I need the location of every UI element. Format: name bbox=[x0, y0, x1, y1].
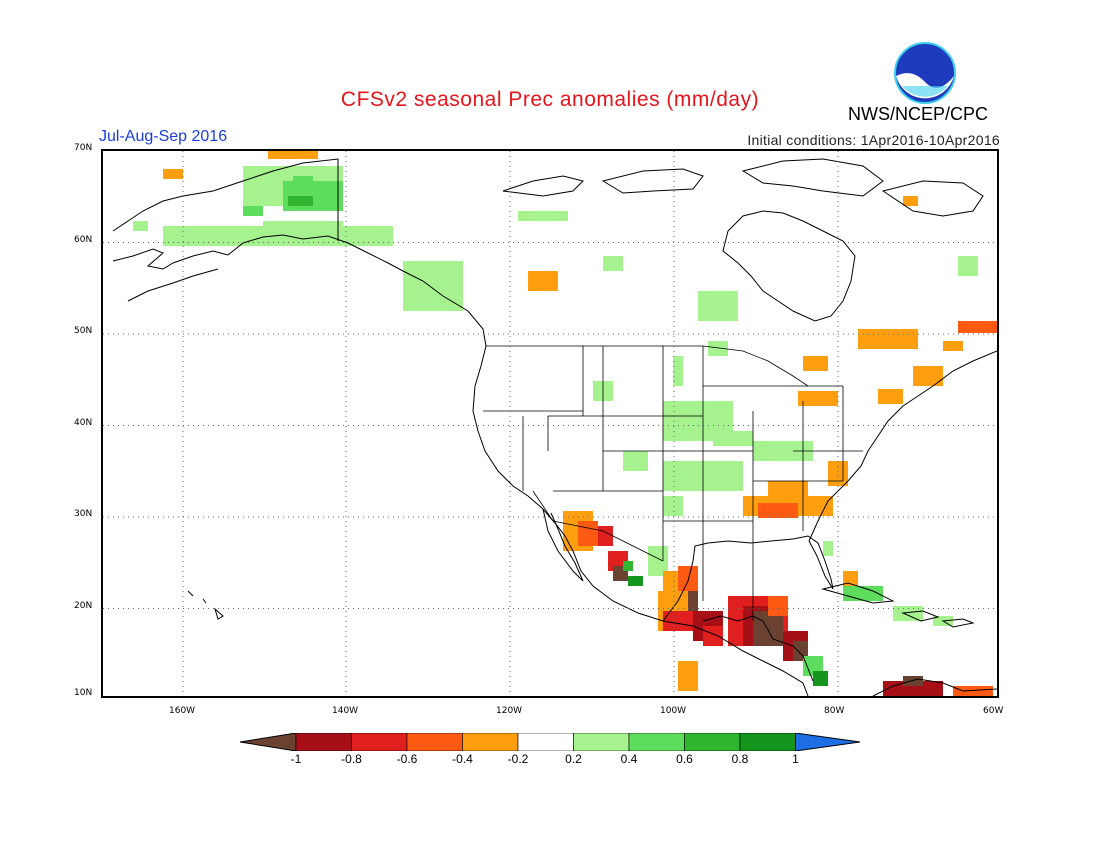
anomaly-cell bbox=[813, 671, 828, 686]
anomaly-cell bbox=[623, 561, 633, 571]
anomaly-cell bbox=[798, 391, 838, 406]
colorbar-segment bbox=[573, 733, 630, 751]
anomaly-cell bbox=[828, 461, 848, 486]
anomaly-cell bbox=[823, 541, 833, 556]
colorbar-high-arrow bbox=[795, 733, 861, 751]
colorbar-segment bbox=[351, 733, 408, 751]
anomaly-cell bbox=[768, 596, 788, 616]
anomaly-cell bbox=[708, 341, 728, 356]
anomaly-cell bbox=[623, 451, 648, 471]
anomaly-cell bbox=[758, 503, 798, 518]
colorbar-segment bbox=[406, 733, 463, 751]
noaa-logo bbox=[894, 42, 956, 104]
anomaly-cell bbox=[903, 676, 923, 686]
anomaly-cell bbox=[163, 169, 183, 179]
anomaly-cell bbox=[703, 626, 723, 646]
lat-label: 60N bbox=[74, 234, 93, 245]
colorbar-label: -1 bbox=[290, 752, 302, 766]
lat-label: 50N bbox=[74, 326, 93, 336]
colorbar-label: -0.2 bbox=[507, 752, 529, 766]
anomaly-cell bbox=[243, 206, 263, 216]
anomaly-cell bbox=[958, 256, 978, 276]
agency-label: NWS/NCEP/CPC bbox=[848, 104, 989, 124]
colorbar-label: 1 bbox=[792, 752, 799, 766]
chart-title: CFSv2 seasonal Prec anomalies (mm/day) bbox=[340, 88, 760, 111]
anomaly-cell bbox=[803, 356, 828, 371]
anomaly-cell bbox=[943, 341, 963, 351]
colorbar bbox=[240, 733, 861, 751]
anomaly-cell bbox=[578, 521, 598, 546]
colorbar-label: -0.6 bbox=[396, 752, 418, 766]
anomaly-cell bbox=[678, 661, 698, 691]
anomaly-cells bbox=[133, 151, 997, 696]
anomaly-cell bbox=[313, 231, 353, 246]
lat-lon-gridlines bbox=[103, 151, 997, 696]
anomaly-cell bbox=[603, 256, 623, 271]
anomaly-cell bbox=[178, 231, 268, 246]
anomaly-cell bbox=[753, 441, 813, 461]
colorbar-label: -0.4 bbox=[452, 752, 473, 766]
anomaly-cell bbox=[903, 196, 918, 206]
lon-label: 140W bbox=[332, 706, 359, 716]
initial-conditions: Initial conditions: 1Apr2016-10Apr2016 bbox=[747, 132, 1000, 148]
forecast-period: Jul-Aug-Sep 2016 bbox=[99, 128, 228, 145]
anomaly-cell bbox=[713, 431, 753, 446]
lat-label: 10N bbox=[74, 688, 93, 698]
anomaly-cell bbox=[518, 211, 568, 221]
anomaly-cell bbox=[598, 526, 613, 546]
anomaly-cell bbox=[768, 481, 808, 496]
anomaly-cell bbox=[628, 576, 643, 586]
anomaly-cell bbox=[893, 606, 923, 621]
colorbar-label: 0.8 bbox=[731, 752, 749, 766]
lon-label: 80W bbox=[824, 706, 845, 716]
anomaly-cell bbox=[843, 571, 858, 586]
colorbar-segment bbox=[628, 733, 685, 751]
anomaly-cell bbox=[698, 291, 738, 321]
anomaly-cell bbox=[958, 321, 997, 333]
anomaly-cell bbox=[753, 611, 783, 646]
colorbar-low-arrow bbox=[240, 733, 297, 751]
colorbar-segment bbox=[739, 733, 796, 751]
colorbar-label: -0.8 bbox=[341, 752, 362, 766]
anomaly-cell bbox=[858, 329, 918, 349]
anomaly-cell bbox=[913, 366, 943, 386]
lat-label: 20N bbox=[74, 600, 93, 611]
map-canvas bbox=[103, 151, 997, 696]
anomaly-cell bbox=[133, 221, 148, 231]
anomaly-cell bbox=[663, 496, 683, 516]
anomaly-cell bbox=[528, 271, 558, 291]
colorbar-segment bbox=[684, 733, 741, 751]
precip-anomaly-map bbox=[101, 149, 999, 698]
lon-label: 60W bbox=[983, 706, 1004, 716]
anomaly-cell bbox=[673, 356, 683, 386]
anomaly-cell bbox=[288, 196, 313, 206]
lon-label: 120W bbox=[496, 706, 523, 716]
colorbar-label: 0.4 bbox=[620, 752, 638, 766]
lat-label: 30N bbox=[74, 509, 93, 519]
us-state-borders bbox=[483, 345, 863, 621]
anomaly-cell bbox=[878, 389, 903, 404]
anomaly-cell bbox=[268, 151, 318, 159]
colorbar-label: 0.6 bbox=[676, 752, 693, 766]
lon-label: 100W bbox=[660, 706, 687, 716]
colorbar-segment bbox=[295, 733, 352, 751]
lon-label: 160W bbox=[169, 706, 196, 716]
anomaly-cell bbox=[293, 176, 313, 186]
lat-label: 40N bbox=[74, 417, 93, 428]
coastlines bbox=[112, 158, 997, 696]
colorbar-label: 0.2 bbox=[565, 752, 582, 766]
colorbar-segment bbox=[462, 733, 519, 751]
anomaly-cell bbox=[953, 686, 993, 696]
colorbar-segment bbox=[517, 733, 574, 751]
lat-label: 70N bbox=[74, 143, 93, 153]
anomaly-cell bbox=[403, 261, 463, 311]
